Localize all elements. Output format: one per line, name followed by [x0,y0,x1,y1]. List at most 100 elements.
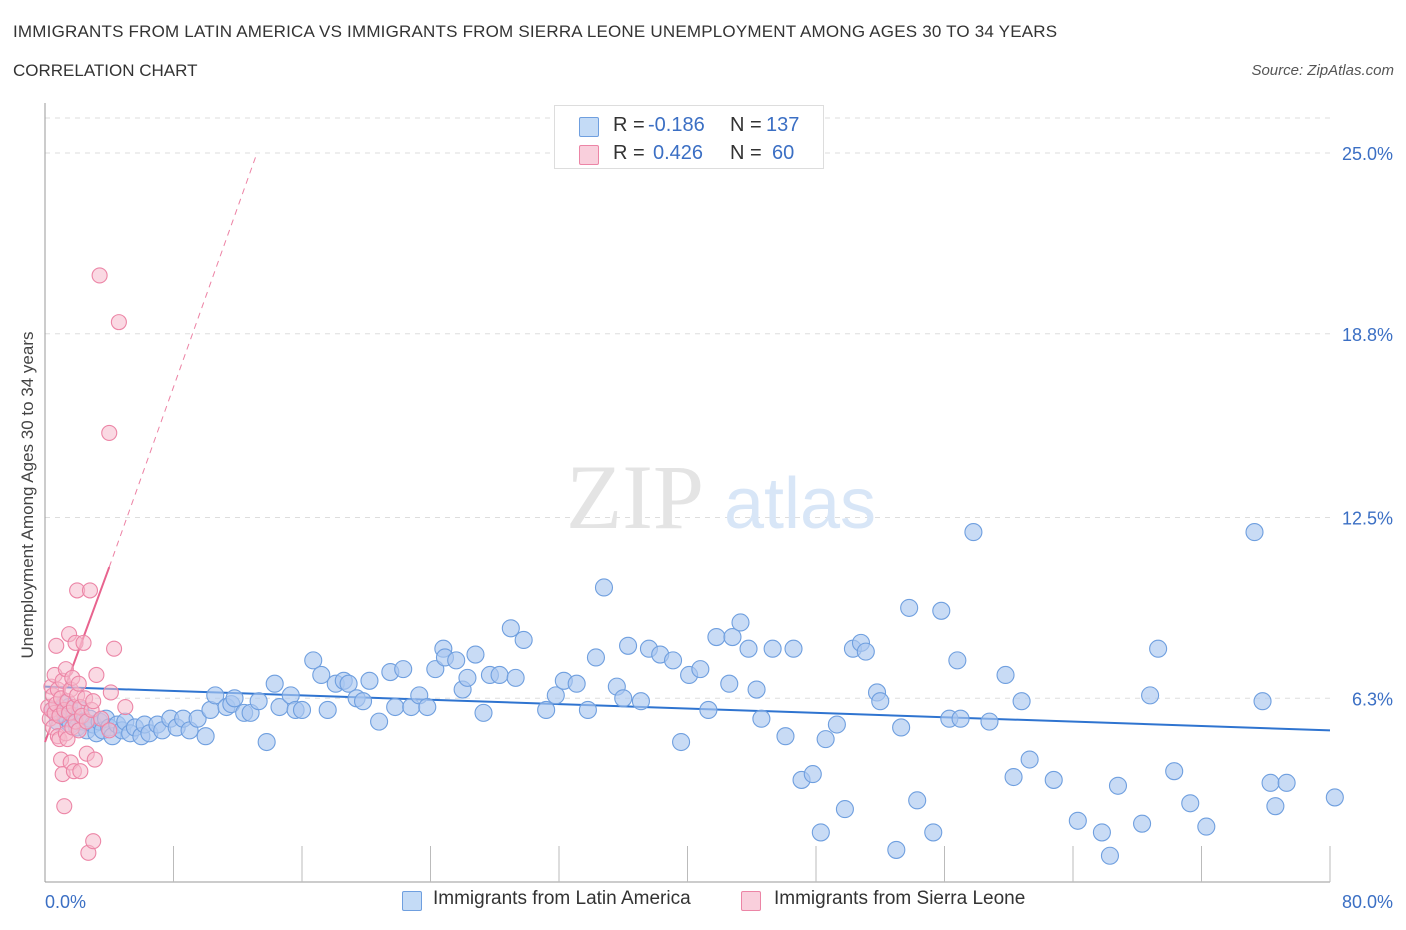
point-sierra-leone [101,424,118,441]
point-latin-america [871,692,890,711]
x-tick-label-max: 80.0% [1342,892,1393,912]
point-sierra-leone [85,833,102,850]
point-latin-america [501,619,520,638]
point-latin-america [747,680,766,699]
legend-r-label: R = [613,142,645,164]
point-latin-america [900,598,919,617]
trend-line-sierra-leone-extension [108,152,258,568]
point-sierra-leone [102,684,119,701]
watermark-atlas: atlas [724,464,876,544]
point-latin-america [811,823,830,842]
point-sierra-leone [72,763,89,780]
point-latin-america [586,648,605,667]
point-sierra-leone [75,634,92,651]
point-latin-america [1277,773,1296,792]
point-latin-america [731,613,750,632]
point-latin-america [892,718,911,737]
legend-n-value: 137 [766,114,800,136]
point-latin-america [631,692,650,711]
point-latin-america [948,651,967,670]
point-latin-america [908,791,927,810]
point-sierra-leone [70,675,87,692]
point-latin-america [490,665,509,685]
point-latin-america [426,660,445,679]
point-latin-america [466,645,485,664]
source-label: Source: ZipAtlas.com [1251,62,1394,79]
legend-n-value: 60 [772,142,795,164]
point-sierra-leone [81,582,99,599]
bottom-legend-swatch-pink [741,891,761,911]
legend-r-label: R = [613,114,645,136]
point-latin-america [474,703,493,722]
point-latin-america [353,692,373,711]
bottom-legend-label: Immigrants from Sierra Leone [774,888,1026,909]
point-latin-america [614,689,633,708]
point-latin-america [312,665,331,685]
point-latin-america [458,668,477,687]
point-latin-america [447,651,466,670]
y-tick-label: 25.0% [1342,144,1393,164]
point-latin-america [594,578,614,597]
legend-n-label: N = [730,142,762,164]
point-latin-america [699,700,718,720]
point-latin-america [394,660,413,679]
point-latin-america [360,671,379,690]
legend-n-label: N = [730,114,762,136]
correlation-legend: R = -0.186 N = 137 R = 0.426 N = 60 [554,105,824,169]
point-latin-america [996,665,1015,685]
point-latin-america [225,689,244,708]
x-tick-label-min: 0.0% [45,892,86,912]
point-latin-america [546,686,565,705]
point-latin-america [1020,750,1039,769]
legend-r-value: 0.426 [653,142,704,164]
point-latin-america [707,628,726,647]
point-latin-america [763,639,782,658]
chart-subtitle: CORRELATION CHART [13,61,198,80]
point-latin-america [720,674,739,693]
point-latin-america [951,709,970,728]
point-latin-america [196,727,215,746]
point-latin-america [1197,817,1216,836]
point-latin-america [188,709,207,728]
point-latin-america [292,700,312,720]
bottom-legend-label: Immigrants from Latin America [433,888,691,909]
point-latin-america [784,639,803,658]
legend-swatch-pink [579,145,599,165]
legend-swatch-blue [579,117,599,137]
y-tick-label: 18.8% [1342,325,1393,345]
point-latin-america [827,715,846,734]
point-latin-america [1325,788,1344,807]
point-latin-america [304,651,323,670]
gridlines [45,117,1330,699]
point-latin-america [339,674,358,693]
point-latin-america [1165,762,1184,781]
chart-title: IMMIGRANTS FROM LATIN AMERICA VS IMMIGRA… [13,22,1058,41]
point-latin-america [752,709,771,728]
point-latin-america [567,674,586,693]
point-latin-america [257,732,276,752]
point-latin-america [803,765,822,784]
watermark-zip: ZIP [566,446,704,548]
point-latin-america [691,660,710,679]
tick-labels: 6.3% 12.5% 18.8% 25.0% 0.0% 80.0% [45,144,1393,912]
point-latin-america [1012,692,1031,711]
point-latin-america [816,730,835,749]
point-latin-america [619,636,638,655]
point-latin-america [1092,823,1111,842]
watermark: ZIP atlas [566,446,876,548]
point-latin-america [1181,794,1200,813]
point-latin-america [265,674,284,693]
point-latin-america [1266,797,1285,816]
point-latin-america [537,700,556,720]
point-sierra-leone [93,710,110,727]
point-latin-america [1245,523,1264,542]
point-latin-america [723,628,742,647]
point-latin-america [856,642,875,661]
point-latin-america [1141,686,1160,705]
point-latin-america [506,668,525,687]
point-sierra-leone [101,722,118,739]
point-latin-america [418,697,437,717]
point-sierra-leone [106,640,123,657]
point-latin-america [370,712,389,731]
